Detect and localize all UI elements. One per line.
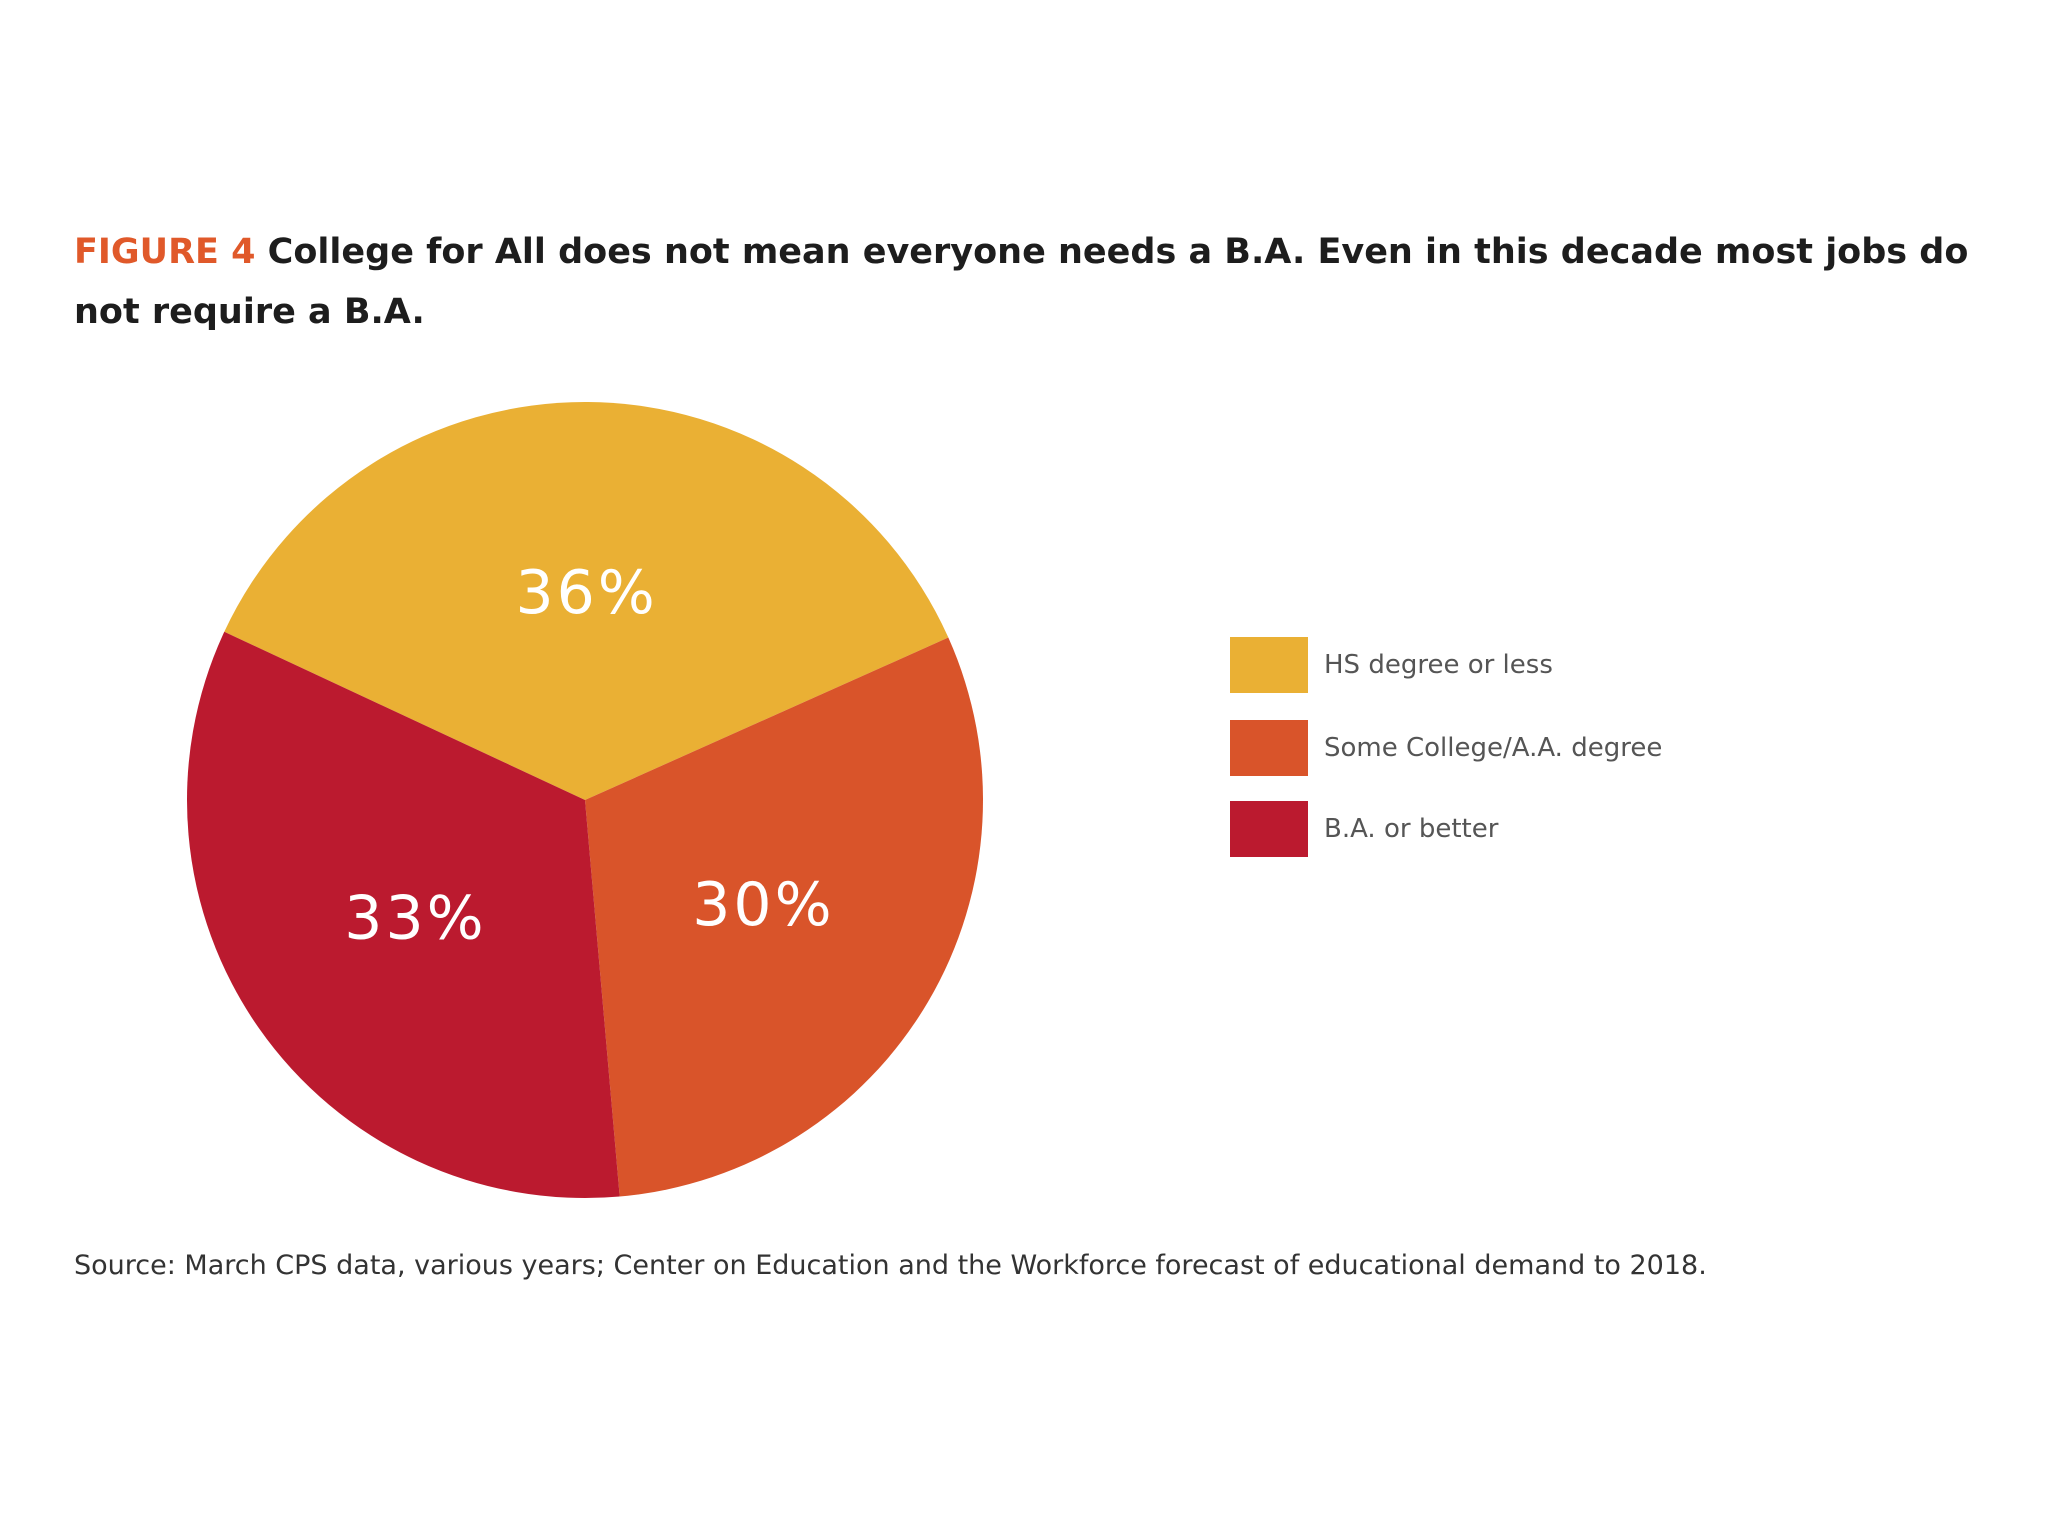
source-note: Source: March CPS data, various years; C… <box>74 1250 1707 1281</box>
figure-title-text: College for All does not mean everyone n… <box>74 232 1969 332</box>
pie-label-hs: 36% <box>515 558 657 628</box>
figure-title: FIGURE 4 College for All does not mean e… <box>74 222 1974 342</box>
legend-item-some-college: Some College/A.A. degree <box>1230 720 1662 776</box>
pie-label-some-college: 30% <box>692 870 834 940</box>
pie-labels: 36% 30% 33% <box>344 558 834 954</box>
legend-label-ba: B.A. or better <box>1324 814 1499 844</box>
pie-slice-hs <box>224 402 949 800</box>
pie-slice-ba <box>186 631 620 1199</box>
pie-slices <box>186 402 983 1199</box>
figure-label: FIGURE 4 <box>74 232 256 272</box>
pie-slice-some-college <box>585 637 983 1197</box>
legend-label-hs: HS degree or less <box>1324 650 1553 680</box>
pie-label-ba: 33% <box>344 884 486 954</box>
legend-item-ba: B.A. or better <box>1230 801 1498 857</box>
legend-swatch-some-college <box>1230 720 1308 776</box>
legend-swatch-ba <box>1230 801 1308 857</box>
legend-label-some-college: Some College/A.A. degree <box>1324 733 1663 763</box>
legend-swatch-hs <box>1230 637 1308 693</box>
legend-item-hs: HS degree or less <box>1230 637 1553 693</box>
